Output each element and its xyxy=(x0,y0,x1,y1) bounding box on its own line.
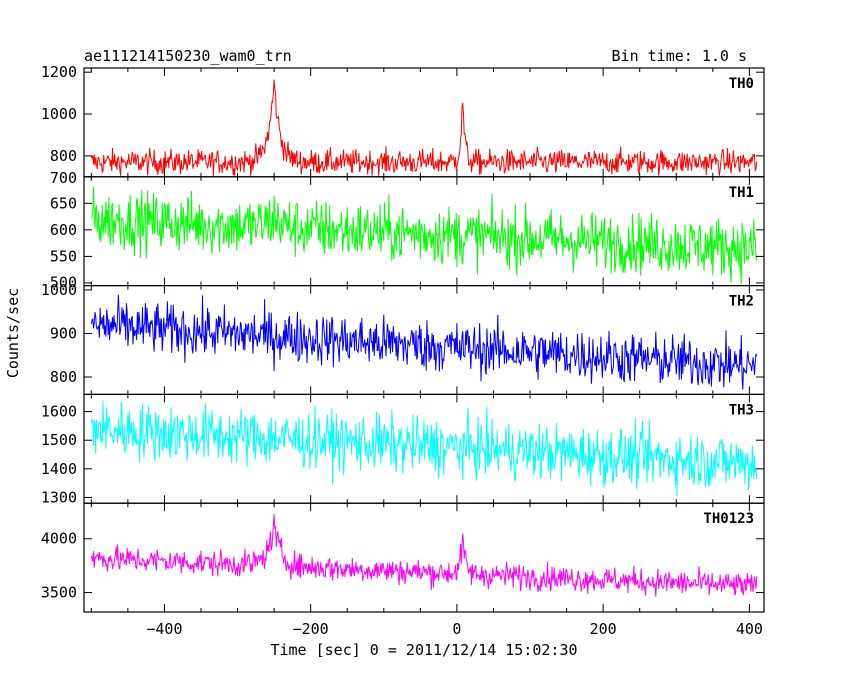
bin-time-label: Bin time: 1.0 s xyxy=(612,47,747,65)
y-tick-label: 1400 xyxy=(41,460,77,478)
series-line-th1 xyxy=(90,186,758,284)
y-tick-label: 650 xyxy=(50,194,77,212)
series-line-th0123 xyxy=(90,513,758,597)
y-tick-label: 4000 xyxy=(41,530,77,548)
y-tick-label: 600 xyxy=(50,221,77,239)
y-tick-label: 1200 xyxy=(41,63,77,81)
panel-label-th1: TH1 xyxy=(729,185,754,201)
x-tick-label: −200 xyxy=(293,620,329,638)
panels-group: TH0 800 1000 1200 TH1 500 550 600 650 700 TH2 800 90… xyxy=(41,63,765,638)
y-tick-label: 550 xyxy=(50,247,77,265)
panel-label-th0: TH0 xyxy=(729,76,754,92)
y-tick-label: 3500 xyxy=(41,584,77,602)
y-tick-label: 1600 xyxy=(41,403,77,421)
y-tick-label: 500 xyxy=(50,274,77,292)
x-tick-label: 400 xyxy=(736,620,763,638)
y-tick-label: 800 xyxy=(50,147,77,165)
panel-frame-th0123 xyxy=(83,502,765,613)
x-tick-label: 0 xyxy=(452,620,461,638)
y-axis-label: Counts/sec xyxy=(4,288,22,378)
y-tick-label: 1000 xyxy=(41,105,77,123)
series-line-th0 xyxy=(90,79,758,176)
chart-title: ae111214150230_wam0_trn xyxy=(84,47,292,65)
y-tick-label: 800 xyxy=(50,368,77,386)
y-tick-label: 700 xyxy=(50,169,77,187)
y-tick-label: 1500 xyxy=(41,431,77,449)
y-tick-label: 1300 xyxy=(41,488,77,506)
y-tick-label: 900 xyxy=(50,324,77,342)
panel-frame-th3 xyxy=(83,393,765,504)
panel-label-th0123: TH0123 xyxy=(703,511,754,527)
series-line-th3 xyxy=(90,400,758,497)
x-axis-label: Time [sec] 0 = 2011/12/14 15:02:30 xyxy=(270,641,577,659)
series-line-th2 xyxy=(90,294,758,390)
y-tick-label: 1000 xyxy=(41,281,77,299)
panel-label-th3: TH3 xyxy=(729,402,754,418)
panel-label-th2: TH2 xyxy=(729,294,754,310)
x-tick-label: 200 xyxy=(590,620,617,638)
x-tick-label: −400 xyxy=(146,620,182,638)
